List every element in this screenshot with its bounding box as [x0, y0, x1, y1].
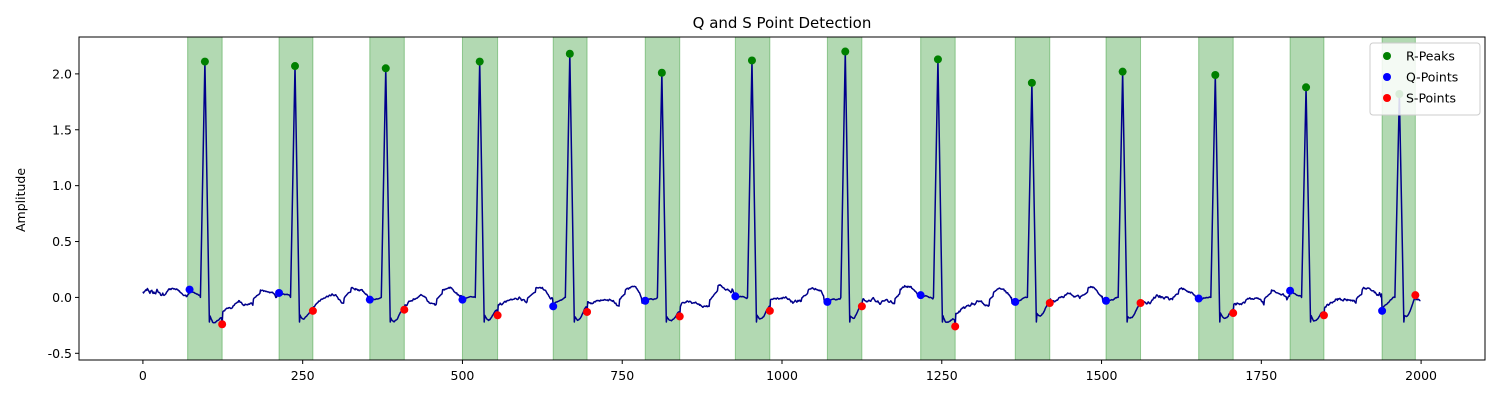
- r-peak-marker: [565, 49, 574, 58]
- legend: R-Peaks Q-Points S-Points: [1369, 42, 1481, 116]
- x-tick-label: 1250: [926, 368, 958, 383]
- axes: 0 250 500 750 1000 1250 1500 1750 2000 -0.5 0.0 0.5…: [48, 36, 1486, 383]
- s-point-marker: [675, 312, 684, 321]
- q-point-marker: [823, 297, 832, 306]
- r-peak-marker: [747, 56, 756, 65]
- legend-marker: [1383, 94, 1391, 102]
- q-point-marker: [1378, 306, 1387, 315]
- q-point-marker: [185, 285, 194, 294]
- r-peak-marker: [1027, 78, 1036, 87]
- r-peak-marker: [291, 62, 300, 71]
- q-point-marker: [916, 291, 925, 300]
- q-point-marker: [1011, 297, 1020, 306]
- qrs-region: [369, 36, 405, 361]
- q-point-marker: [731, 292, 740, 301]
- r-peak-marker: [1118, 67, 1127, 76]
- y-tick-label: 0.0: [52, 290, 72, 305]
- q-point-marker: [641, 296, 650, 305]
- plot-area: [142, 36, 1421, 361]
- x-tick-label: 1000: [766, 368, 798, 383]
- y-tick-label: 1.5: [52, 122, 72, 137]
- r-peak-marker: [933, 55, 942, 64]
- r-peak-marker: [200, 57, 209, 66]
- x-tick-label: 500: [451, 368, 475, 383]
- chart-title: Q and S Point Detection: [693, 14, 872, 32]
- q-point-marker: [1286, 286, 1295, 295]
- qrs-region: [552, 36, 588, 361]
- q-point-marker: [458, 295, 467, 304]
- legend-marker: [1383, 52, 1391, 60]
- legend-label: R-Peaks: [1406, 49, 1455, 64]
- y-tick-label: 1.0: [52, 178, 72, 193]
- s-point-marker: [1136, 299, 1145, 307]
- r-peak-marker: [657, 68, 666, 77]
- s-point-marker: [1411, 291, 1420, 300]
- q-point-marker: [549, 302, 558, 311]
- s-point-marker: [1045, 299, 1054, 307]
- q-point-marker: [1194, 294, 1203, 303]
- r-peak-marker: [841, 47, 850, 56]
- x-tick-label: 2000: [1405, 368, 1437, 383]
- s-point-marker: [583, 307, 592, 316]
- q-point-marker: [275, 288, 284, 297]
- legend-label: S-Points: [1406, 91, 1456, 106]
- s-point-marker: [1229, 309, 1238, 318]
- y-tick-label: -0.5: [48, 346, 72, 361]
- s-point-marker: [493, 311, 502, 320]
- s-point-marker: [951, 322, 960, 331]
- r-peak-marker: [475, 57, 484, 66]
- q-point-marker: [365, 295, 374, 304]
- x-tick-label: 750: [610, 368, 634, 383]
- y-tick-label: 2.0: [52, 66, 72, 81]
- s-point-marker: [308, 306, 317, 315]
- s-point-marker: [218, 320, 227, 329]
- q-point-marker: [1102, 296, 1111, 305]
- s-point-marker: [857, 302, 866, 311]
- s-point-marker: [765, 306, 774, 315]
- s-point-marker: [400, 305, 409, 314]
- legend-box: [1369, 42, 1481, 116]
- s-point-marker: [1319, 311, 1328, 320]
- r-peak-marker: [381, 64, 390, 73]
- y-tick-label: 0.5: [52, 234, 72, 249]
- legend-marker: [1383, 73, 1391, 81]
- r-peak-marker: [1211, 71, 1220, 79]
- y-axis-label: Amplitude: [13, 168, 28, 232]
- x-tick-label: 0: [139, 368, 147, 383]
- r-peak-marker: [1302, 83, 1311, 92]
- x-tick-label: 1500: [1086, 368, 1118, 383]
- x-tick-label: 1750: [1245, 368, 1277, 383]
- x-tick-label: 250: [291, 368, 315, 383]
- ecg-signal-line: [142, 50, 1421, 328]
- legend-label: Q-Points: [1406, 70, 1458, 85]
